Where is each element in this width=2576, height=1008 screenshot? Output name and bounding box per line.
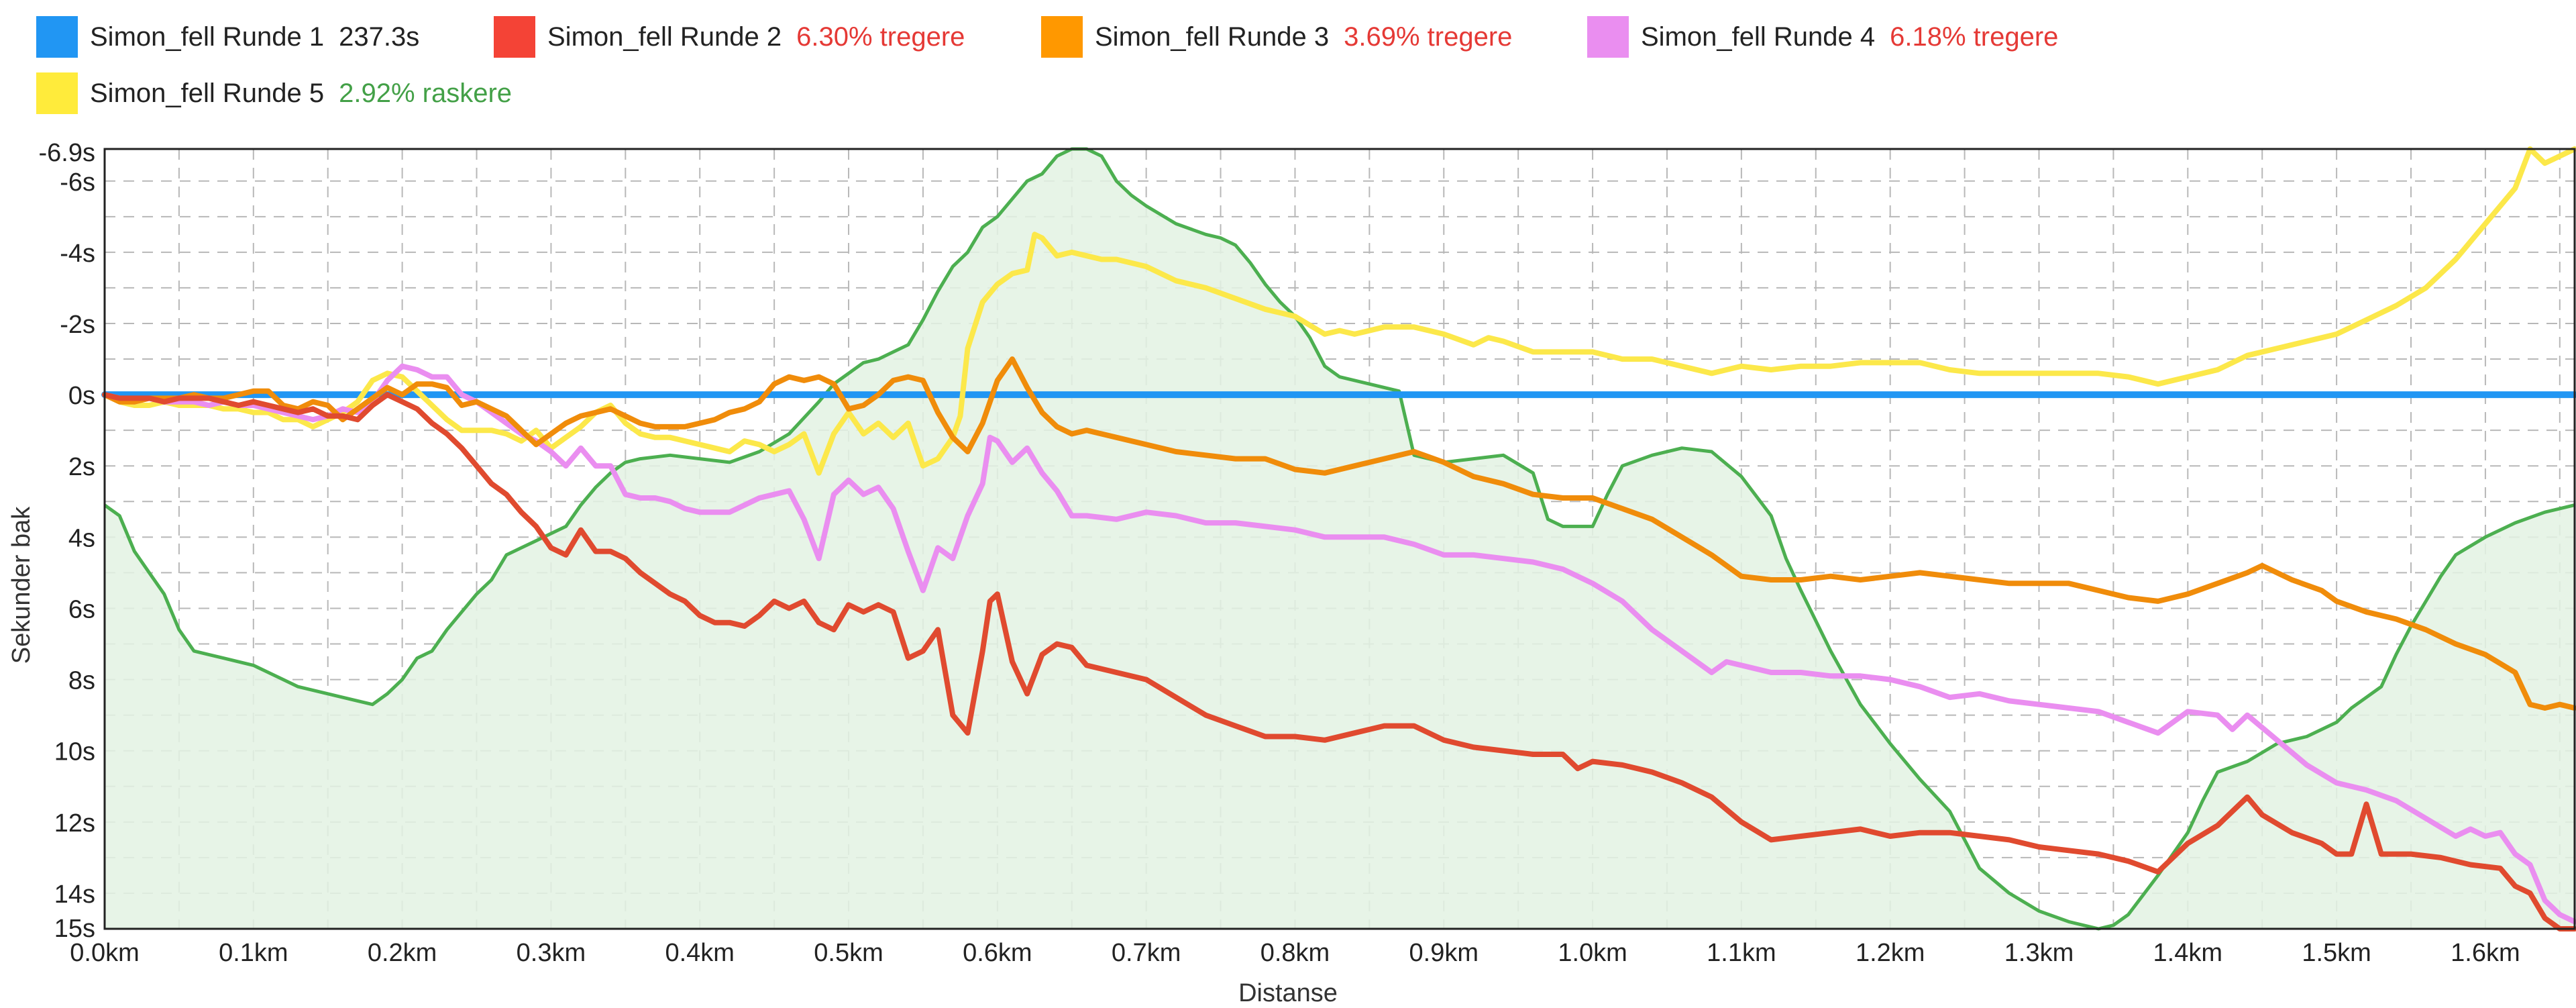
series-line-runde-3 [102, 356, 2576, 711]
x-tick-label-5: 0.5km [814, 939, 883, 967]
legend-value-runde-4: 6.18% tregere [1890, 21, 2059, 52]
x-tick-label-2: 0.2km [368, 939, 437, 967]
legend-value-runde-2: 6.30% tregere [796, 21, 965, 52]
legend-value-runde-5: 2.92% raskere [339, 78, 513, 108]
y-tick-label-11: 14s [54, 880, 95, 909]
legend-swatch-runde-3 [1041, 16, 1083, 58]
legend-label-runde-1: Simon_fell Runde 1 [90, 21, 325, 52]
x-tick-label-7: 0.7km [1112, 939, 1181, 967]
legend-label-runde-2: Simon_fell Runde 2 [547, 21, 782, 52]
y-tick-label-5: 2s [68, 453, 95, 481]
y-tick-label-2: -4s [60, 240, 95, 268]
legend-label-runde-3: Simon_fell Runde 3 [1095, 21, 1330, 52]
x-tick-label-6: 0.6km [963, 939, 1032, 967]
y-tick-label-12: 15s [54, 915, 95, 943]
y-tick-label-4: 0s [68, 382, 95, 410]
legend-item-runde-2[interactable]: Simon_fell Runde 2 6.30% tregere [494, 13, 965, 60]
series-line-runde-2 [102, 392, 2576, 931]
y-tick-label-6: 4s [68, 524, 95, 552]
x-tick-label-3: 0.3km [517, 939, 586, 967]
legend-item-runde-4[interactable]: Simon_fell Runde 4 6.18% tregere [1587, 13, 2058, 60]
legend-value-runde-1: 237.3s [339, 21, 420, 52]
y-tick-label-8: 8s [68, 667, 95, 695]
x-tick-label-9: 0.9km [1409, 939, 1479, 967]
y-tick-label-9: 10s [54, 738, 95, 766]
y-tick-label-0: -6.9s [39, 139, 95, 167]
legend-swatch-runde-2 [494, 16, 535, 58]
x-tick-label-4: 0.4km [665, 939, 734, 967]
x-axis-title: Distanse [1238, 979, 1338, 1007]
x-tick-label-1: 0.1km [219, 939, 288, 967]
legend-item-runde-3[interactable]: Simon_fell Runde 3 3.69% tregere [1041, 13, 1512, 60]
legend-label-runde-4: Simon_fell Runde 4 [1641, 21, 1876, 52]
x-tick-label-15: 1.5km [2302, 939, 2371, 967]
chart-legend: Simon_fell Runde 1 237.3s Simon_fell Run… [0, 0, 2576, 141]
x-tick-label-16: 1.6km [2451, 939, 2520, 967]
y-tick-label-7: 6s [68, 595, 95, 623]
y-tick-label-10: 12s [54, 809, 95, 838]
x-tick-label-14: 1.4km [2153, 939, 2222, 967]
legend-item-runde-5[interactable]: Simon_fell Runde 5 2.92% raskere [36, 70, 512, 117]
y-tick-label-1: -6s [60, 168, 95, 197]
x-tick-label-12: 1.2km [1856, 939, 1925, 967]
x-tick-label-8: 0.8km [1260, 939, 1330, 967]
y-axis-ticks: -6.9s-6s -4s -2s 0s 2s 4s 6s 8s 10s 12s 14s 15s [39, 139, 95, 943]
legend-swatch-runde-1 [36, 16, 78, 58]
legend-value-runde-3: 3.69% tregere [1344, 21, 1513, 52]
legend-label-runde-5: Simon_fell Runde 5 [90, 78, 325, 108]
x-axis-ticks: 0.0km 0.1km 0.2km 0.3km 0.4km 0.5km 0.6km 0.7km… [70, 939, 2520, 967]
x-tick-label-0: 0.0km [70, 939, 139, 967]
y-axis-title: Sekunder bak [7, 506, 36, 664]
y-tick-label-3: -2s [60, 311, 95, 339]
legend-swatch-runde-4 [1587, 16, 1629, 58]
elevation-line [103, 147, 2575, 931]
series-layer [101, 146, 2576, 931]
series-line-runde-4 [102, 363, 2576, 925]
x-tick-label-11: 1.1km [1707, 939, 1776, 967]
x-tick-label-10: 1.0km [1558, 939, 1627, 967]
legend-item-runde-1[interactable]: Simon_fell Runde 1 237.3s [36, 13, 419, 60]
plot-frame [103, 148, 2576, 930]
legend-swatch-runde-5 [36, 72, 78, 114]
x-tick-label-13: 1.3km [2004, 939, 2074, 967]
